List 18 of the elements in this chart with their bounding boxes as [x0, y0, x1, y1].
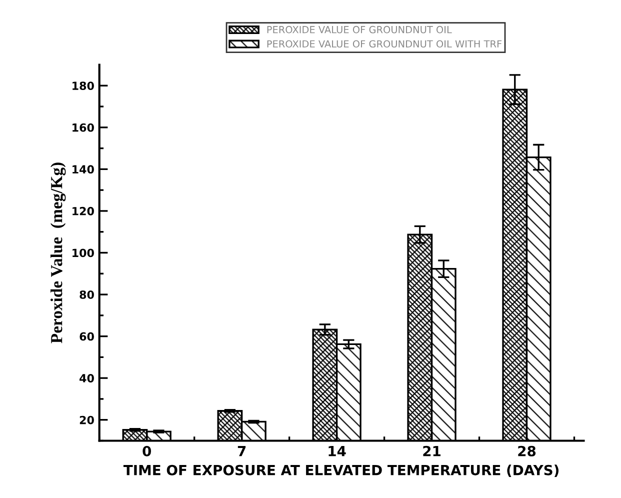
y-tick-label: 40: [80, 374, 94, 382]
y-tick-label: 160: [72, 123, 94, 132]
legend-label: PEROXIDE VALUE OF GROUNDNUT OIL: [267, 26, 452, 34]
x-axis-title: TIME OF EXPOSURE AT ELEVATED TEMPERATURE (DAYS): [123, 464, 558, 477]
y-tick-label: 140: [72, 165, 94, 174]
y-tick-label: 120: [72, 206, 94, 216]
y-tick-label: 80: [80, 290, 94, 299]
legend-label: PEROXIDE VALUE OF GROUNDNUT OIL WITH TRF: [267, 40, 502, 48]
y-tick-label: 60: [80, 332, 94, 341]
x-tick-label: 0: [142, 446, 152, 456]
x-tick-label: 7: [238, 446, 246, 456]
y-tick-label: 100: [72, 248, 94, 258]
y-axis-title: Peroxide Value (meg/Kg): [50, 162, 66, 344]
x-tick-label: 28: [518, 446, 536, 456]
y-tick-label: 20: [80, 416, 94, 424]
y-tick-label: 180: [72, 82, 94, 90]
x-tick-label: 21: [423, 446, 440, 456]
x-tick-label: 14: [328, 446, 346, 456]
